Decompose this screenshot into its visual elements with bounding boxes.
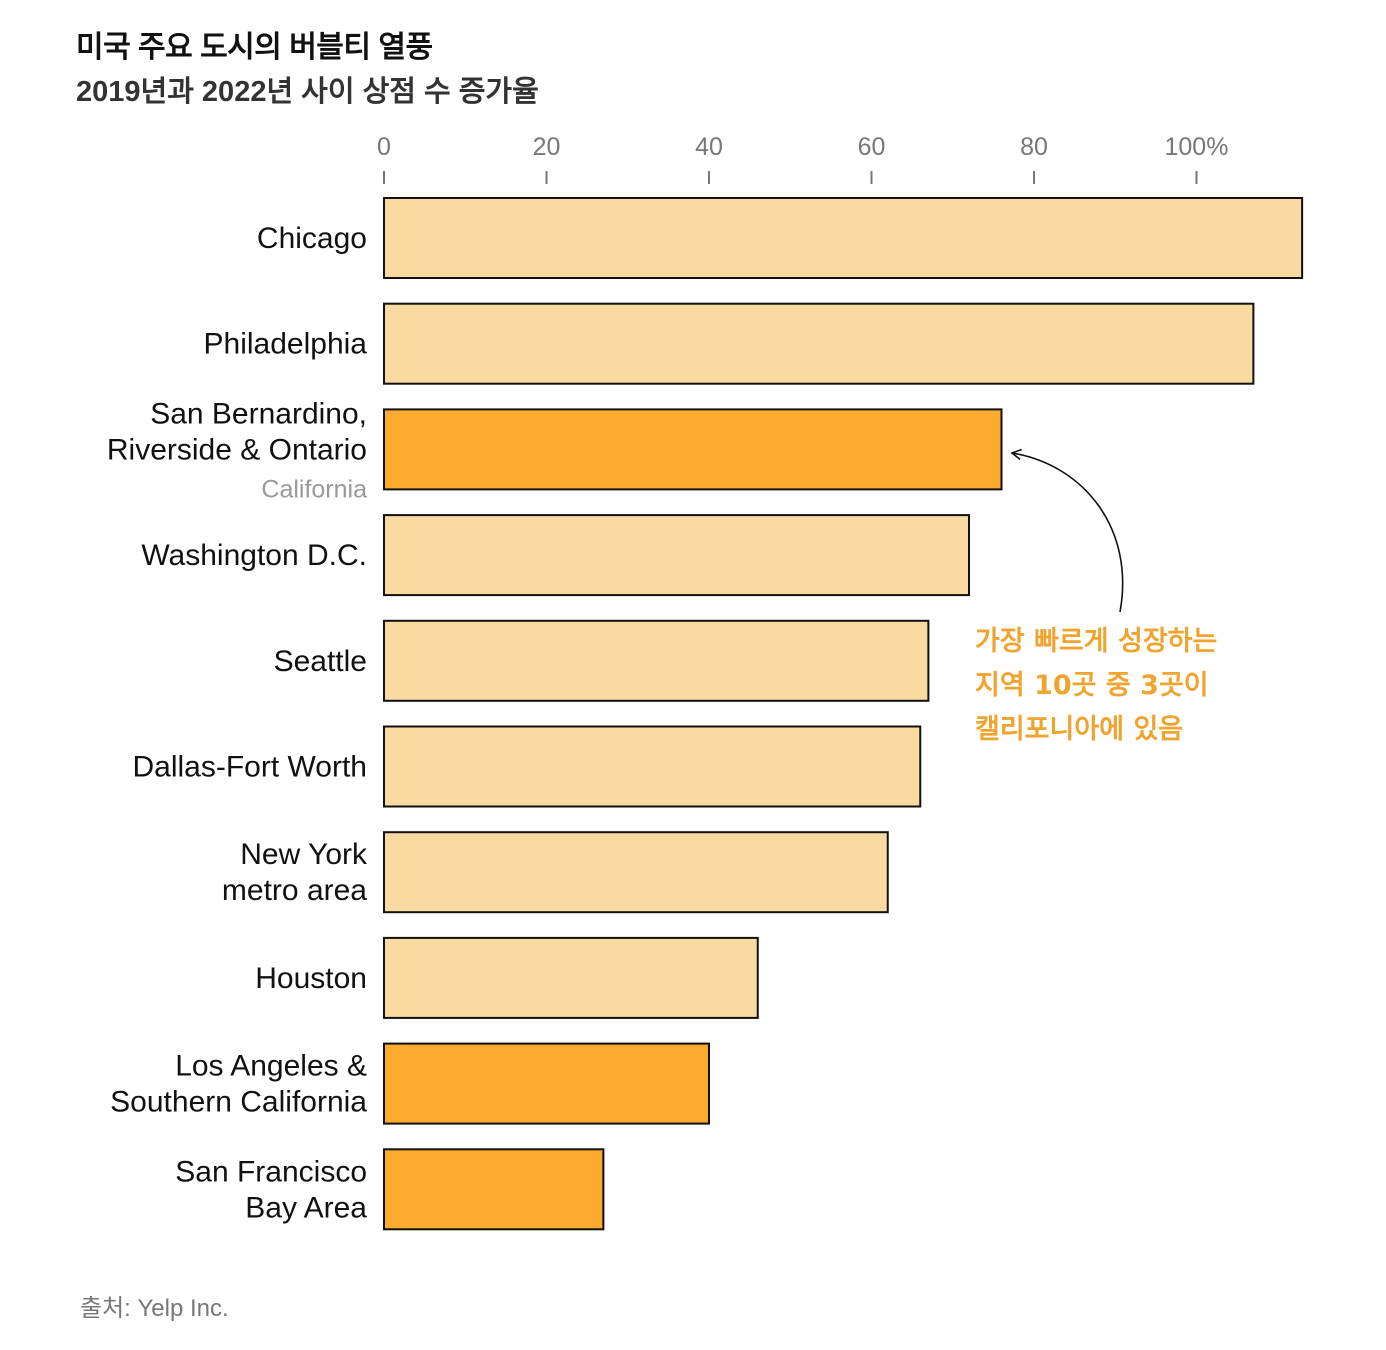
category-label: San Francisco	[175, 1155, 367, 1188]
bar	[383, 302, 1255, 385]
bars	[383, 197, 1304, 1231]
chart-title: 미국 주요 도시의 버블티 열풍	[76, 31, 433, 64]
annotation-text: 캘리포니아에 있음	[975, 714, 1183, 745]
category-labels: Chicago Philadelphia San Bernardino,Rivers…	[107, 222, 368, 1224]
x-tick-label: 60	[858, 133, 886, 161]
category-label: Philadelphia	[204, 328, 368, 361]
annotation-arrow	[1010, 448, 1124, 613]
bar	[383, 1148, 605, 1231]
bar	[383, 197, 1304, 279]
source-note: 출처: Yelp Inc.	[80, 1295, 229, 1322]
bar	[383, 831, 889, 914]
bar	[383, 725, 922, 808]
category-label: New York	[240, 838, 368, 871]
bar	[383, 936, 759, 1019]
category-label: Dallas-Fort Worth	[133, 751, 368, 784]
bar	[383, 514, 970, 597]
bar	[383, 1042, 710, 1125]
x-tick-label: 80	[1020, 133, 1048, 161]
x-axis: 0 20 40 60 80 100%	[377, 133, 1228, 184]
bar-chart: 0 20 40 60 80 100% Chicago Philadelphia San Ber…	[107, 133, 1304, 1231]
category-note: California	[261, 475, 367, 503]
category-label: Riverside & Ontario	[107, 433, 367, 466]
annotation-text: 가장 빠르게 성장하는	[975, 626, 1217, 657]
category-label: San Bernardino,	[150, 397, 367, 430]
x-tick-label: 40	[695, 133, 723, 161]
x-tick-label: 0	[377, 133, 391, 161]
bar	[383, 408, 1003, 491]
annotation-text: 지역 10곳 중 3곳이	[975, 670, 1209, 701]
bar	[383, 619, 930, 702]
category-label: Houston	[255, 962, 367, 995]
category-label: Washington D.C.	[141, 539, 367, 572]
category-label: Seattle	[274, 645, 367, 678]
chart-subtitle: 2019년과 2022년 사이 상점 수 증가율	[76, 76, 539, 108]
category-label: metro area	[222, 874, 367, 907]
x-tick-label: 100%	[1165, 133, 1229, 161]
x-tick-label: 20	[533, 133, 561, 161]
category-label: Los Angeles &	[175, 1050, 367, 1083]
category-label: Bay Area	[245, 1191, 367, 1224]
category-label: Chicago	[257, 222, 367, 255]
category-label: Southern California	[110, 1086, 367, 1119]
